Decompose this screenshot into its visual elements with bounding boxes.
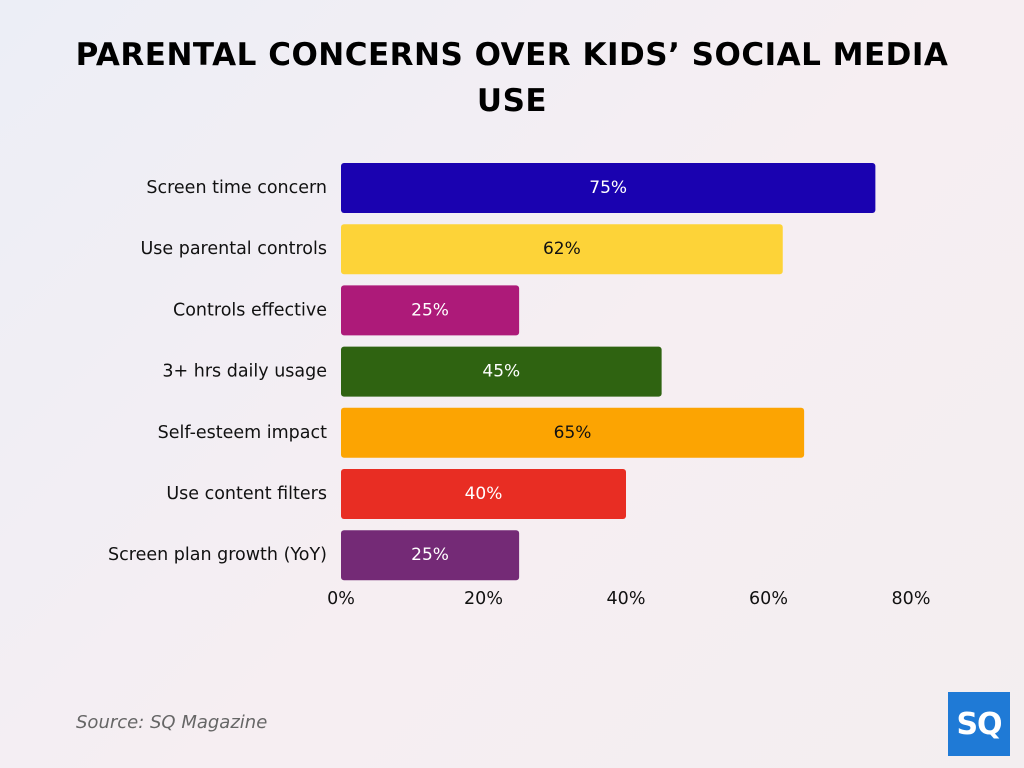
x-axis-tick-label: 0% xyxy=(327,589,355,609)
sq-logo-text: SQ xyxy=(956,706,1002,742)
sq-logo: SQ xyxy=(948,692,1010,756)
bar xyxy=(341,224,783,275)
bar xyxy=(341,163,876,213)
bar xyxy=(341,407,805,458)
bar xyxy=(341,346,662,397)
bar-value-label: 45% xyxy=(482,362,520,382)
bar-value-label: 25% xyxy=(411,545,449,565)
category-label: Screen time concern xyxy=(146,178,327,198)
x-axis-tick-label: 40% xyxy=(607,589,646,609)
category-label: 3+ hrs daily usage xyxy=(162,362,327,382)
bar-value-label: 65% xyxy=(554,423,592,443)
bar xyxy=(341,530,520,581)
bar-value-label: 62% xyxy=(543,239,581,259)
bar-value-label: 40% xyxy=(465,484,503,504)
bar-value-label: 25% xyxy=(411,300,449,320)
chart-title-line-2: USE xyxy=(476,83,548,119)
x-axis-tick-label: 80% xyxy=(892,589,931,609)
bar-value-label: 75% xyxy=(589,178,627,198)
category-label: Screen plan growth (YoY) xyxy=(108,545,327,565)
bar xyxy=(341,285,520,336)
source-note: Source: SQ Magazine xyxy=(76,712,268,733)
category-label: Use parental controls xyxy=(140,239,327,259)
x-axis-tick-label: 60% xyxy=(749,589,788,609)
x-axis-tick-label: 20% xyxy=(464,589,503,609)
chart-title-line-1: PARENTAL CONCERNS OVER KIDS’ SOCIAL MEDI… xyxy=(75,37,949,73)
bar xyxy=(341,469,626,519)
chart-title: PARENTAL CONCERNS OVER KIDS’ SOCIAL MEDI… xyxy=(0,32,1024,124)
category-label: Controls effective xyxy=(173,300,327,320)
category-label: Use content filters xyxy=(166,484,327,504)
category-label: Self-esteem impact xyxy=(158,423,328,443)
